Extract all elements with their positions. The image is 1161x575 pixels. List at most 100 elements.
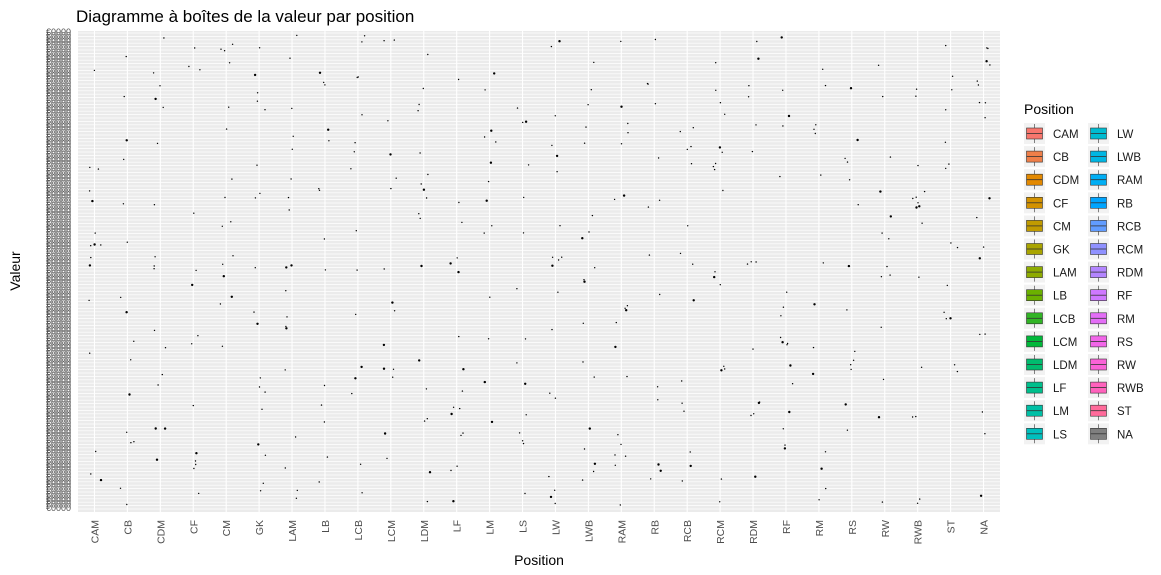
outlier-point (130, 442, 132, 444)
outlier-point (715, 89, 717, 92)
outlier-point (420, 264, 423, 268)
outlier-point (622, 194, 626, 197)
outlier-point (627, 132, 629, 134)
outlier-point (191, 343, 193, 345)
outlier-point (382, 343, 386, 347)
y-tick-label: €0000 (46, 435, 71, 445)
y-tick-label: €0000 (46, 64, 71, 74)
outlier-point (285, 290, 287, 292)
x-tick-label: RAM (616, 520, 628, 543)
outlier-point (722, 189, 724, 192)
y-tick-label: €0000 (46, 30, 71, 40)
outlier-point (489, 161, 493, 164)
y-tick-label: €0000 (46, 357, 71, 367)
outlier-point (355, 313, 357, 316)
outlier-point (689, 451, 691, 453)
legend-item: CAM (1024, 123, 1079, 144)
outlier-point (221, 225, 223, 227)
outlier-point (881, 501, 884, 503)
y-tick-label: €0000 (46, 245, 71, 255)
outlier-point (523, 196, 525, 199)
y-tick-label: €0000 (46, 285, 71, 295)
outlier-point (125, 311, 128, 314)
y-tick-label: €0000 (46, 224, 71, 234)
outlier-point (153, 268, 155, 270)
outlier-point (811, 372, 815, 376)
outlier-point (956, 246, 959, 249)
y-tick-label: €0000 (46, 197, 71, 207)
y-tick-label: €0000 (46, 183, 71, 193)
outlier-point (984, 117, 986, 119)
outlier-point (614, 345, 617, 349)
x-tick-label: RDM (748, 520, 760, 544)
outlier-point (390, 187, 392, 190)
y-tick-label: €0000 (46, 469, 71, 479)
legend-label: RB (1117, 198, 1133, 210)
outlier-point (122, 203, 125, 205)
outlier-point (825, 487, 827, 490)
y-tick-label: €0000 (46, 452, 71, 462)
outlier-point (857, 204, 859, 206)
legend-label: RWB (1117, 383, 1144, 395)
legend-item: RCB (1088, 215, 1142, 237)
y-tick-label: €0000 (46, 170, 71, 180)
outlier-point (585, 126, 587, 128)
outlier-point (361, 114, 363, 116)
outlier-point (490, 129, 493, 132)
y-tick-label: €0000 (46, 143, 71, 153)
outlier-point (946, 284, 948, 287)
outlier-point (254, 267, 256, 269)
outlier-point (427, 53, 429, 56)
legend-item: LCB (1024, 307, 1076, 329)
outlier-point (782, 125, 784, 127)
outlier-point (753, 413, 755, 415)
outlier-point (781, 341, 784, 344)
plot-panel (78, 31, 1000, 512)
y-tick-label: €0000 (46, 336, 71, 346)
y-tick-label: €0000 (46, 68, 71, 78)
outlier-point (880, 326, 882, 328)
outlier-point (581, 237, 584, 240)
outlier-point (485, 199, 488, 202)
outlier-point (844, 157, 846, 160)
outlier-point (583, 279, 585, 281)
outlier-point (521, 440, 524, 442)
outlier-point (426, 418, 428, 420)
y-tick-label: €0000 (46, 156, 71, 166)
outlier-point (844, 403, 847, 406)
outlier-point (130, 359, 132, 361)
y-tick-label: €0000 (46, 398, 71, 408)
outlier-point (657, 463, 660, 466)
y-tick-label: €0000 (46, 47, 71, 57)
legend-label: LDM (1053, 360, 1077, 372)
outlier-point (191, 283, 194, 287)
x-tick-label: LCM (386, 520, 398, 542)
outlier-point (425, 197, 428, 199)
outlier-point (624, 455, 627, 457)
outlier-point (426, 500, 429, 503)
outlier-point (620, 443, 622, 446)
y-tick-label: €0000 (46, 360, 71, 370)
outlier-point (387, 120, 389, 122)
y-tick-label: €0000 (46, 98, 71, 108)
outlier-point (554, 502, 556, 505)
outlier-point (915, 196, 917, 198)
outlier-point (324, 84, 326, 86)
outlier-point (449, 262, 452, 265)
outlier-point (120, 296, 122, 299)
outlier-point (822, 262, 824, 264)
legend-label: LF (1053, 383, 1066, 395)
outlier-point (627, 122, 629, 125)
y-tick-label: €0000 (46, 231, 71, 241)
outlier-point (915, 88, 918, 90)
outlier-point (457, 78, 460, 81)
outlier-point (782, 428, 784, 430)
outlier-point (976, 216, 978, 219)
y-tick-label: €0000 (46, 160, 71, 170)
outlier-point (256, 100, 259, 102)
outlier-point (450, 412, 453, 416)
outlier-point (90, 473, 92, 475)
outlier-point (856, 138, 859, 142)
y-tick-label: €0000 (46, 289, 71, 299)
